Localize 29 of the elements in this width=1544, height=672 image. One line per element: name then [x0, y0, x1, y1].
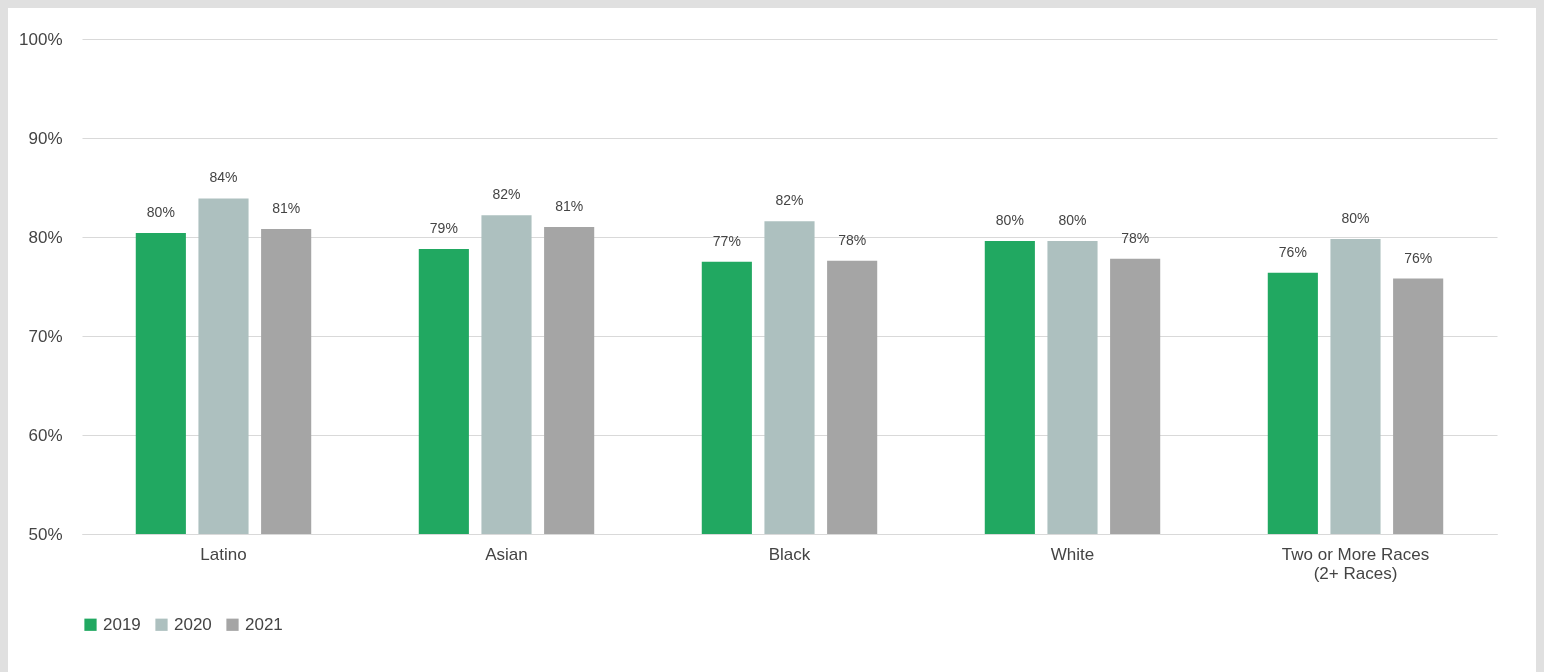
data-label: 76%	[1278, 243, 1307, 260]
x-tick-label: Asian	[485, 544, 528, 564]
data-label: 76%	[1404, 249, 1433, 266]
x-tick-label: Two or More Races (2+ Races)	[1281, 544, 1430, 583]
y-tick-label: 60%	[28, 425, 63, 445]
data-label: 80%	[146, 204, 175, 221]
y-tick-label: 100%	[19, 29, 63, 49]
legend-label: 2021	[245, 614, 283, 634]
y-tick-label: 90%	[28, 128, 63, 148]
data-label: 79%	[429, 219, 458, 236]
data-label: 84%	[209, 169, 238, 186]
data-label: 80%	[1058, 211, 1087, 228]
legend-label: 2019	[103, 614, 141, 634]
data-label: 80%	[995, 211, 1024, 228]
data-label: 78%	[1121, 229, 1150, 246]
data-label: 77%	[712, 232, 741, 249]
data-label: 80%	[1341, 209, 1370, 226]
data-label: 78%	[838, 231, 867, 248]
y-tick-label: 50%	[28, 524, 63, 544]
data-label: 81%	[272, 200, 301, 217]
y-tick-label: 70%	[28, 326, 63, 346]
data-label: 82%	[775, 192, 804, 209]
x-tick-label: Latino	[200, 544, 247, 564]
data-label: 81%	[555, 198, 584, 215]
x-tick-label: White	[1050, 544, 1095, 564]
x-tick-label: Black	[768, 544, 811, 564]
y-tick-label: 80%	[28, 227, 63, 247]
legend-label: 2020	[174, 614, 212, 634]
data-label: 82%	[492, 186, 521, 203]
